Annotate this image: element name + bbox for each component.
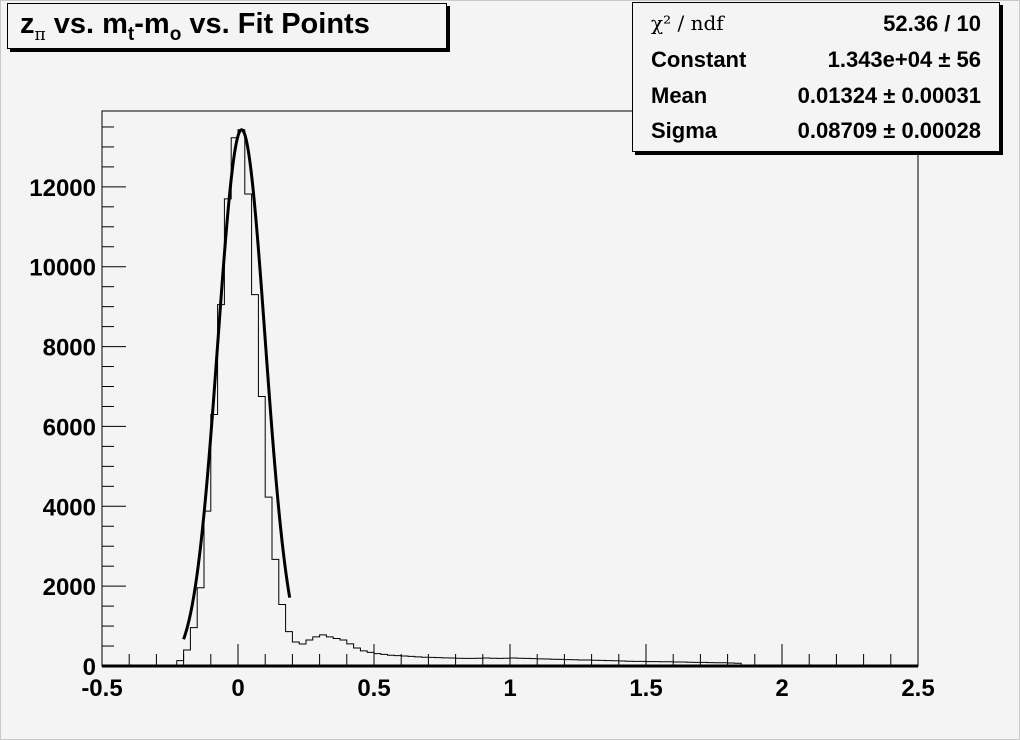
stats-key: Constant	[651, 47, 747, 72]
title-part: z	[20, 8, 35, 40]
y-tick-label: 6000	[43, 414, 96, 441]
title-sub: o	[169, 24, 182, 45]
title-part: vs. m	[45, 8, 128, 40]
y-tick-label: 4000	[43, 494, 96, 521]
y-tick-label: 2000	[43, 574, 96, 601]
title-part: -m	[134, 8, 170, 40]
gaussian-fit-curve	[182, 128, 292, 640]
x-tick-label: 0	[231, 675, 244, 702]
title-sub: π	[34, 25, 46, 45]
plot-frame	[101, 110, 919, 667]
title-part: vs. Fit Points	[181, 8, 370, 40]
x-tick-label: 1	[503, 675, 516, 702]
stats-row-mean: Mean 0.01324 ± 0.00031	[651, 79, 981, 113]
y-tick-label: 12000	[29, 175, 96, 202]
title-box: zπ vs. mt-mo vs. Fit Points	[7, 3, 447, 49]
stats-key: Sigma	[651, 118, 718, 143]
stats-row-constant: Constant 1.343e+04 ± 56	[651, 43, 981, 77]
stats-value: 0.01324 ± 0.00031	[797, 83, 981, 108]
y-tick-label: 10000	[29, 255, 96, 282]
stats-value: 52.36 / 10	[883, 11, 981, 36]
stats-key: Mean	[651, 83, 708, 108]
x-tick-label: 2.5	[901, 675, 934, 702]
stats-value: 0.08709 ± 0.00028	[797, 118, 981, 143]
stats-row-chi2: χ² / ndf 52.36 / 10	[651, 7, 981, 41]
y-tick-label: 0	[83, 654, 96, 681]
y-tick-label: 8000	[43, 335, 96, 362]
x-tick-label: 0.5	[357, 675, 390, 702]
title-sub: t	[127, 24, 135, 45]
chart-title: zπ vs. mt-mo vs. Fit Points	[20, 8, 370, 46]
stats-row-sigma: Sigma 0.08709 ± 0.00028	[651, 114, 981, 148]
fit-stats-box: χ² / ndf 52.36 / 10 Constant 1.343e+04 ± 5…	[632, 2, 1000, 152]
stats-value: 1.343e+04 ± 56	[827, 47, 981, 72]
x-tick-label: 1.5	[629, 675, 662, 702]
x-tick-label: 2	[775, 675, 788, 702]
stats-key: χ² / ndf	[651, 11, 724, 35]
x-tick-label: -0.5	[81, 675, 122, 702]
